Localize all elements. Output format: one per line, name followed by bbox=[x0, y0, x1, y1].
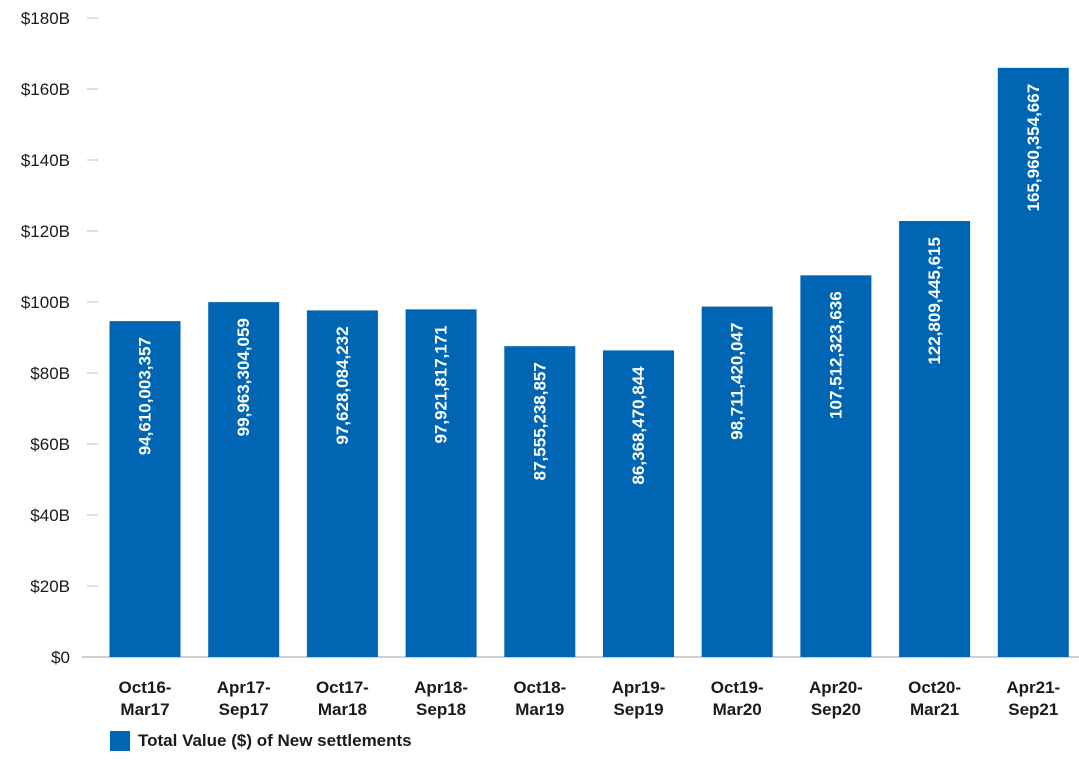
bar-value-label: 107,512,323,636 bbox=[826, 291, 845, 419]
bar-value-label: 86,368,470,844 bbox=[629, 366, 648, 485]
x-tick-label-line: Mar21 bbox=[910, 700, 959, 719]
bar-value-label: 87,555,238,857 bbox=[530, 362, 549, 480]
bar bbox=[997, 67, 1069, 657]
y-tick-label: $40B bbox=[30, 506, 70, 525]
bar bbox=[109, 321, 181, 657]
x-tick-label-line: Apr20- bbox=[809, 678, 863, 697]
x-tick-label-line: Sep20 bbox=[811, 700, 861, 719]
x-tick-label: Oct20- Mar21 bbox=[908, 678, 961, 719]
y-tick-label: $120B bbox=[21, 222, 70, 241]
x-tick-label: Apr20- Sep20 bbox=[809, 678, 863, 719]
bar-value-label: 97,921,817,171 bbox=[432, 325, 451, 443]
x-tick-label: Apr17- Sep17 bbox=[217, 678, 271, 719]
y-tick-label: $0 bbox=[51, 648, 70, 667]
x-tick-label-line: Oct20- bbox=[908, 678, 961, 697]
x-tick-label: Apr19- Sep19 bbox=[612, 678, 666, 719]
bar bbox=[504, 346, 576, 657]
y-tick-label: $180B bbox=[21, 9, 70, 28]
bar bbox=[701, 306, 773, 657]
y-tick-label: $20B bbox=[30, 577, 70, 596]
x-tick-label-line: Sep18 bbox=[416, 700, 466, 719]
bar bbox=[208, 302, 280, 657]
bar bbox=[405, 309, 477, 657]
x-tick-label-line: Apr21- bbox=[1006, 678, 1060, 697]
x-tick-label-line: Oct16- bbox=[119, 678, 172, 697]
x-tick-label-line: Mar18 bbox=[318, 700, 367, 719]
bar-value-label: 165,960,354,667 bbox=[1024, 84, 1043, 212]
x-tick-label: Oct16- Mar17 bbox=[119, 678, 172, 719]
x-tick-label-line: Mar19 bbox=[515, 700, 564, 719]
x-tick-label-line: Sep19 bbox=[613, 700, 663, 719]
bar-value-label: 99,963,304,059 bbox=[234, 318, 253, 436]
x-tick-label-line: Apr17- bbox=[217, 678, 271, 697]
x-tick-label: Apr21- Sep21 bbox=[1006, 678, 1060, 719]
y-tick-label: $140B bbox=[21, 151, 70, 170]
bar bbox=[603, 350, 674, 657]
x-tick-label-line: Sep21 bbox=[1008, 700, 1058, 719]
x-tick-label-line: Apr18- bbox=[414, 678, 468, 697]
x-tick-label: Oct17- Mar18 bbox=[316, 678, 369, 719]
bar-value-label: 98,711,420,047 bbox=[728, 323, 747, 440]
x-tick-label-line: Oct17- bbox=[316, 678, 369, 697]
bar-value-label: 122,809,445,615 bbox=[925, 237, 944, 365]
bar bbox=[899, 221, 971, 657]
x-tick-label-line: Oct18- bbox=[513, 678, 566, 697]
x-tick-label-line: Mar20 bbox=[713, 700, 762, 719]
bar-value-label: 97,628,084,232 bbox=[333, 326, 352, 444]
x-tick-label-line: Sep17 bbox=[219, 700, 269, 719]
legend: Total Value ($) of New settlements bbox=[110, 731, 412, 751]
bar bbox=[800, 275, 872, 657]
y-tick-label: $80B bbox=[30, 364, 70, 383]
bar-value-label: 94,610,003,357 bbox=[136, 337, 155, 455]
x-tick-label: Oct18- Mar19 bbox=[513, 678, 566, 719]
x-tick-label: Apr18- Sep18 bbox=[414, 678, 468, 719]
y-tick-label: $160B bbox=[21, 80, 70, 99]
legend-swatch bbox=[110, 731, 130, 751]
bar bbox=[306, 310, 378, 657]
y-tick-label: $100B bbox=[21, 293, 70, 312]
legend-label: Total Value ($) of New settlements bbox=[138, 731, 412, 750]
x-tick-label-line: Apr19- bbox=[612, 678, 666, 697]
x-tick-label: Oct19- Mar20 bbox=[711, 678, 764, 719]
x-tick-label-line: Mar17 bbox=[120, 700, 169, 719]
y-tick-label: $60B bbox=[30, 435, 70, 454]
x-tick-label-line: Oct19- bbox=[711, 678, 764, 697]
